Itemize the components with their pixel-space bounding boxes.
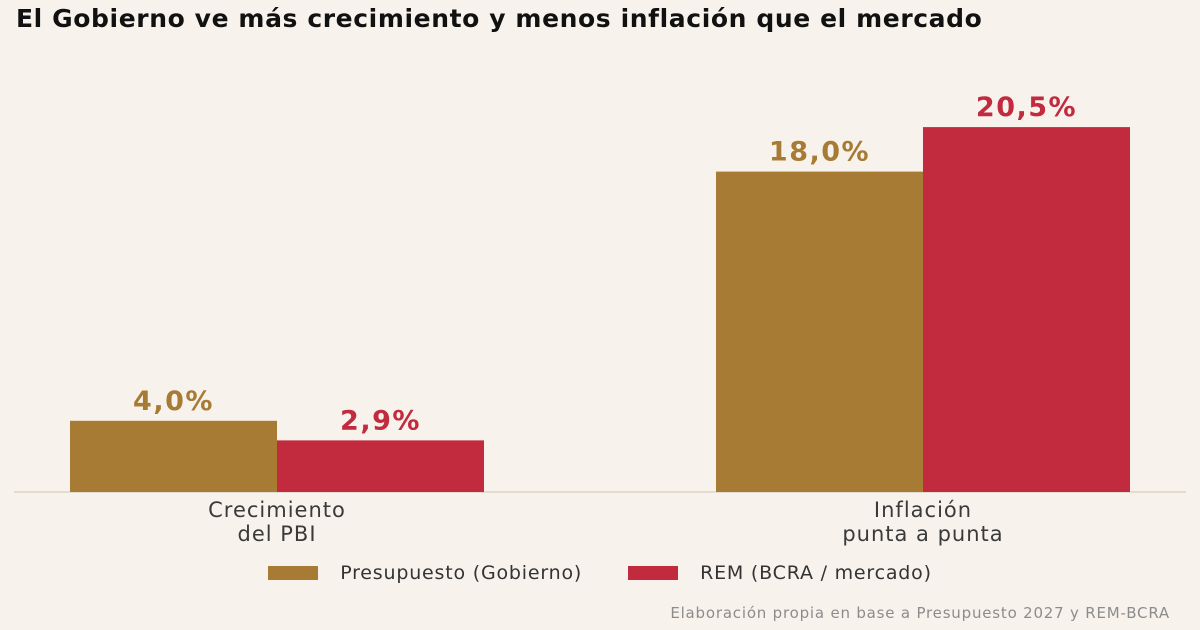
value-label-presupuesto-gobierno-1: 18,0%	[769, 137, 870, 168]
legend-item-presupuesto: Presupuesto (Gobierno)	[268, 562, 582, 584]
source-note: Elaboración propia en base a Presupuesto…	[670, 604, 1170, 622]
legend-label-rem: REM (BCRA / mercado)	[700, 562, 932, 584]
category-label-1: Inflación punta a punta	[842, 498, 1003, 546]
legend-swatch-presupuesto	[268, 566, 319, 580]
bar-rem-bcra-mercado-1	[923, 127, 1130, 492]
bar-presupuesto-gobierno-0	[70, 420, 277, 492]
value-labels-group: 4,0% 18,0% 2,9% 20,5%	[133, 92, 1077, 436]
bar-chart-plot: 4,0% 18,0% 2,9% 20,5% Crecimiento del PBI Inf…	[14, 92, 1186, 546]
legend-label-presupuesto: Presupuesto (Gobierno)	[340, 562, 583, 584]
bar-rem-bcra-mercado-0	[277, 440, 484, 492]
value-label-presupuesto-gobierno-0: 4,0%	[133, 386, 214, 417]
chart-title: El Gobierno ve más crecimiento y menos i…	[16, 4, 983, 33]
value-label-rem-bcra-mercado-0: 2,9%	[340, 405, 421, 436]
bar-presupuesto-gobierno-1	[716, 171, 923, 492]
legend-swatch-rem	[628, 566, 679, 580]
legend-item-rem: REM (BCRA / mercado)	[628, 562, 932, 584]
category-labels-group: Crecimiento del PBI Inflación punta a punta	[208, 498, 1003, 546]
value-label-rem-bcra-mercado-1: 20,5%	[976, 92, 1077, 123]
category-label-0: Crecimiento del PBI	[208, 498, 346, 546]
bars-group	[70, 127, 1130, 492]
legend: Presupuesto (Gobierno) REM (BCRA / merca…	[0, 562, 1200, 584]
